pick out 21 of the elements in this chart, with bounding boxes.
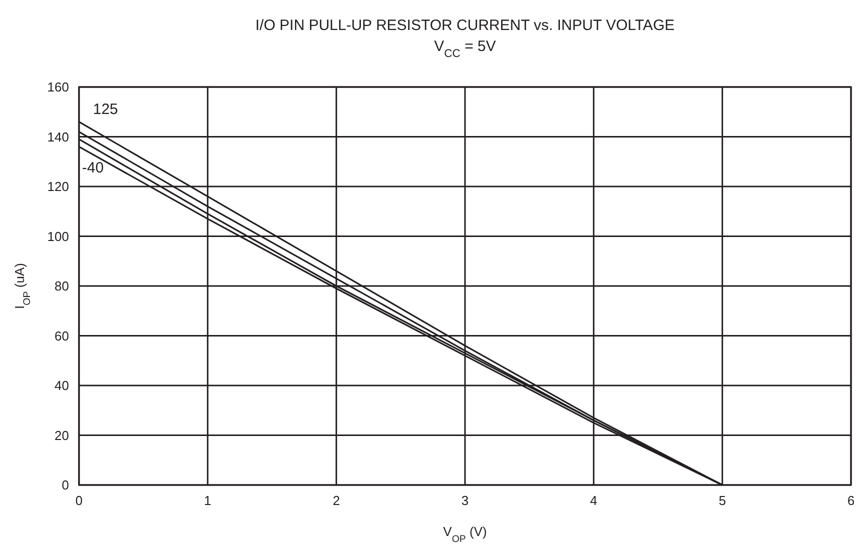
- x-tick-label: 4: [590, 493, 598, 508]
- y-tick-label: 160: [47, 80, 69, 94]
- y-tick-label: 0: [62, 478, 69, 492]
- y-tick-label: 80: [54, 278, 69, 294]
- x-tick-label: 3: [461, 493, 469, 508]
- y-tick-label: 20: [54, 428, 69, 443]
- series-label: 125: [93, 100, 118, 118]
- x-axis-title: V$_{OP}$ (V): [443, 524, 487, 544]
- x-tick-label: 6: [847, 493, 855, 508]
- y-tick-label: 40: [54, 378, 69, 393]
- y-tick-label: 140: [47, 129, 69, 144]
- x-tick-label: 2: [332, 493, 340, 508]
- x-tick-label: 5: [718, 493, 726, 508]
- series-label: -40: [82, 160, 104, 177]
- x-tick-label: 1: [204, 493, 212, 508]
- y-tick-label: 60: [54, 328, 69, 344]
- y-tick-label: 100: [47, 228, 69, 244]
- chart-title: I/O PIN PULL-UP RESISTOR CURRENT vs. INPUT VOLTAGE: [255, 17, 675, 34]
- chart-subtitle: V$_{CC}$ = 5V: [434, 38, 496, 60]
- x-tick-label: 0: [75, 493, 83, 508]
- y-tick-label: 120: [47, 179, 69, 194]
